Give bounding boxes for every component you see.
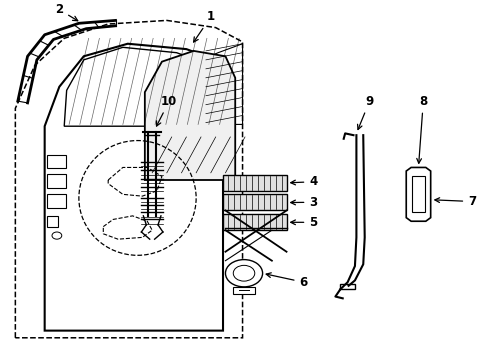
Polygon shape bbox=[406, 167, 431, 221]
Text: 9: 9 bbox=[358, 95, 374, 130]
Polygon shape bbox=[223, 175, 287, 191]
Text: 1: 1 bbox=[194, 10, 215, 42]
Text: 2: 2 bbox=[55, 3, 78, 21]
Text: 3: 3 bbox=[291, 196, 318, 209]
Text: 4: 4 bbox=[291, 175, 318, 188]
Text: 10: 10 bbox=[156, 95, 177, 126]
Circle shape bbox=[225, 260, 263, 287]
Polygon shape bbox=[145, 51, 235, 180]
Text: 5: 5 bbox=[291, 216, 318, 229]
Polygon shape bbox=[45, 44, 223, 330]
Polygon shape bbox=[223, 214, 287, 230]
Polygon shape bbox=[223, 194, 287, 211]
Polygon shape bbox=[233, 287, 255, 294]
Text: 7: 7 bbox=[435, 195, 476, 208]
Text: 6: 6 bbox=[266, 273, 308, 289]
Text: 8: 8 bbox=[417, 95, 427, 163]
